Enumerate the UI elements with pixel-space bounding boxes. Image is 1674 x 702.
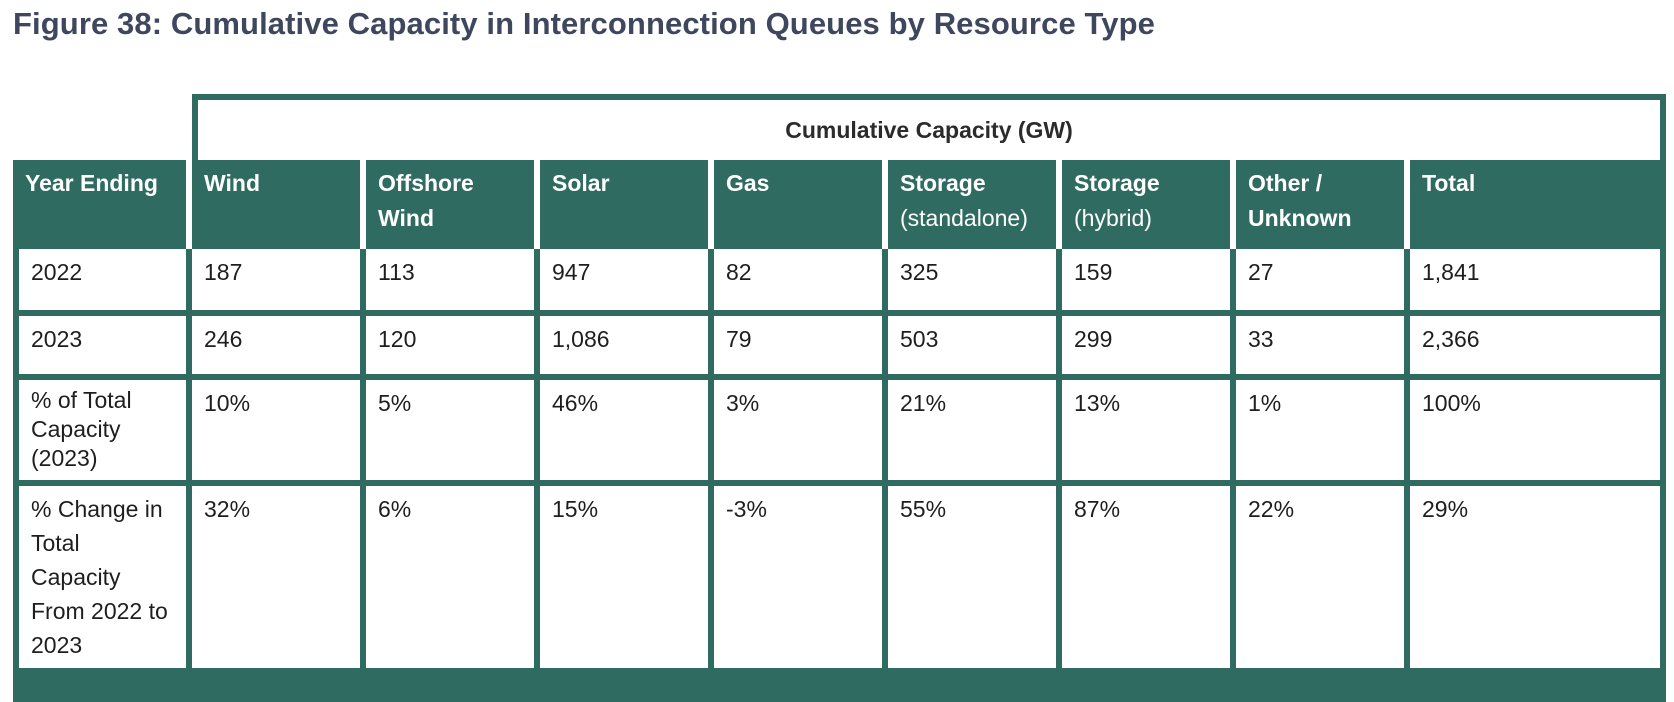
table-cell: 82 <box>714 249 888 316</box>
table-cell: 87% <box>1062 486 1236 674</box>
column-header-row: Year Ending Wind Offshore Wind Solar Gas… <box>13 160 1667 249</box>
column-header-label: Gas <box>726 170 770 196</box>
figure-title: Figure 38: Cumulative Capacity in Interc… <box>13 6 1155 41</box>
column-header-label: Storage <box>900 170 986 196</box>
column-header: Wind <box>192 160 366 249</box>
table-cell: 2022 <box>13 249 192 316</box>
column-header: Storage (standalone) <box>888 160 1062 249</box>
table-cell: 15% <box>540 486 714 674</box>
table-cell: 947 <box>540 249 714 316</box>
table-cell: 2023 <box>13 316 192 380</box>
column-header-label: Wind <box>204 170 260 196</box>
table-cell: 3% <box>714 380 888 486</box>
table-row: % of Total Capacity (2023) 10% 5% 46% 3%… <box>13 380 1667 486</box>
column-header-sublabel: (hybrid) <box>1074 205 1152 231</box>
footer-band <box>13 674 1667 702</box>
table-row: 2023 246 120 1,086 79 503 299 33 2,366 <box>13 316 1667 380</box>
table-cell: 29% <box>1410 486 1667 674</box>
column-header: Other / Unknown <box>1236 160 1410 249</box>
table-cell: 100% <box>1410 380 1667 486</box>
table-cell: 13% <box>1062 380 1236 486</box>
table-cell: 1% <box>1236 380 1410 486</box>
table-cell: 1,841 <box>1410 249 1667 316</box>
table-cell: 299 <box>1062 316 1236 380</box>
capacity-table: Cumulative Capacity (GW) Year Ending Win… <box>13 94 1667 702</box>
table-cell: 113 <box>366 249 540 316</box>
column-header: Total <box>1410 160 1667 249</box>
table-cell: 187 <box>192 249 366 316</box>
table-cell: 46% <box>540 380 714 486</box>
column-header: Storage (hybrid) <box>1062 160 1236 249</box>
table-cell: -3% <box>714 486 888 674</box>
table-cell: % of Total Capacity (2023) <box>13 380 192 486</box>
table-cell: 22% <box>1236 486 1410 674</box>
table-cell: 246 <box>192 316 366 380</box>
column-header-sublabel: (standalone) <box>900 205 1028 231</box>
column-header-label: Solar <box>552 170 610 196</box>
table-cell: 55% <box>888 486 1062 674</box>
column-header-label: Other / Unknown <box>1248 170 1352 231</box>
column-header-label: Total <box>1422 170 1476 196</box>
super-header-cell: Cumulative Capacity (GW) <box>192 94 1667 160</box>
column-header-label: Offshore Wind <box>378 170 474 231</box>
table-cell: 503 <box>888 316 1062 380</box>
column-header-label: Storage <box>1074 170 1160 196</box>
column-header: Year Ending <box>13 160 192 249</box>
table-row: 2022 187 113 947 82 325 159 27 1,841 <box>13 249 1667 316</box>
super-header-blank <box>13 94 192 160</box>
column-header: Gas <box>714 160 888 249</box>
column-header-label: Year Ending <box>25 170 158 196</box>
table-cell: 159 <box>1062 249 1236 316</box>
super-header-row: Cumulative Capacity (GW) <box>13 94 1667 160</box>
table-cell: 10% <box>192 380 366 486</box>
table-footer-bar <box>13 674 1667 702</box>
table-cell: 325 <box>888 249 1062 316</box>
table-cell: 32% <box>192 486 366 674</box>
table-cell: 5% <box>366 380 540 486</box>
table-cell: 120 <box>366 316 540 380</box>
table-cell: 2,366 <box>1410 316 1667 380</box>
table-cell: 33 <box>1236 316 1410 380</box>
table-cell: % Change in Total Capacity From 2022 to … <box>13 486 192 674</box>
column-header: Solar <box>540 160 714 249</box>
table-cell: 6% <box>366 486 540 674</box>
table-cell: 21% <box>888 380 1062 486</box>
table-cell: 27 <box>1236 249 1410 316</box>
table-cell: 1,086 <box>540 316 714 380</box>
table-cell: 79 <box>714 316 888 380</box>
table-row: % Change in Total Capacity From 2022 to … <box>13 486 1667 674</box>
column-header: Offshore Wind <box>366 160 540 249</box>
